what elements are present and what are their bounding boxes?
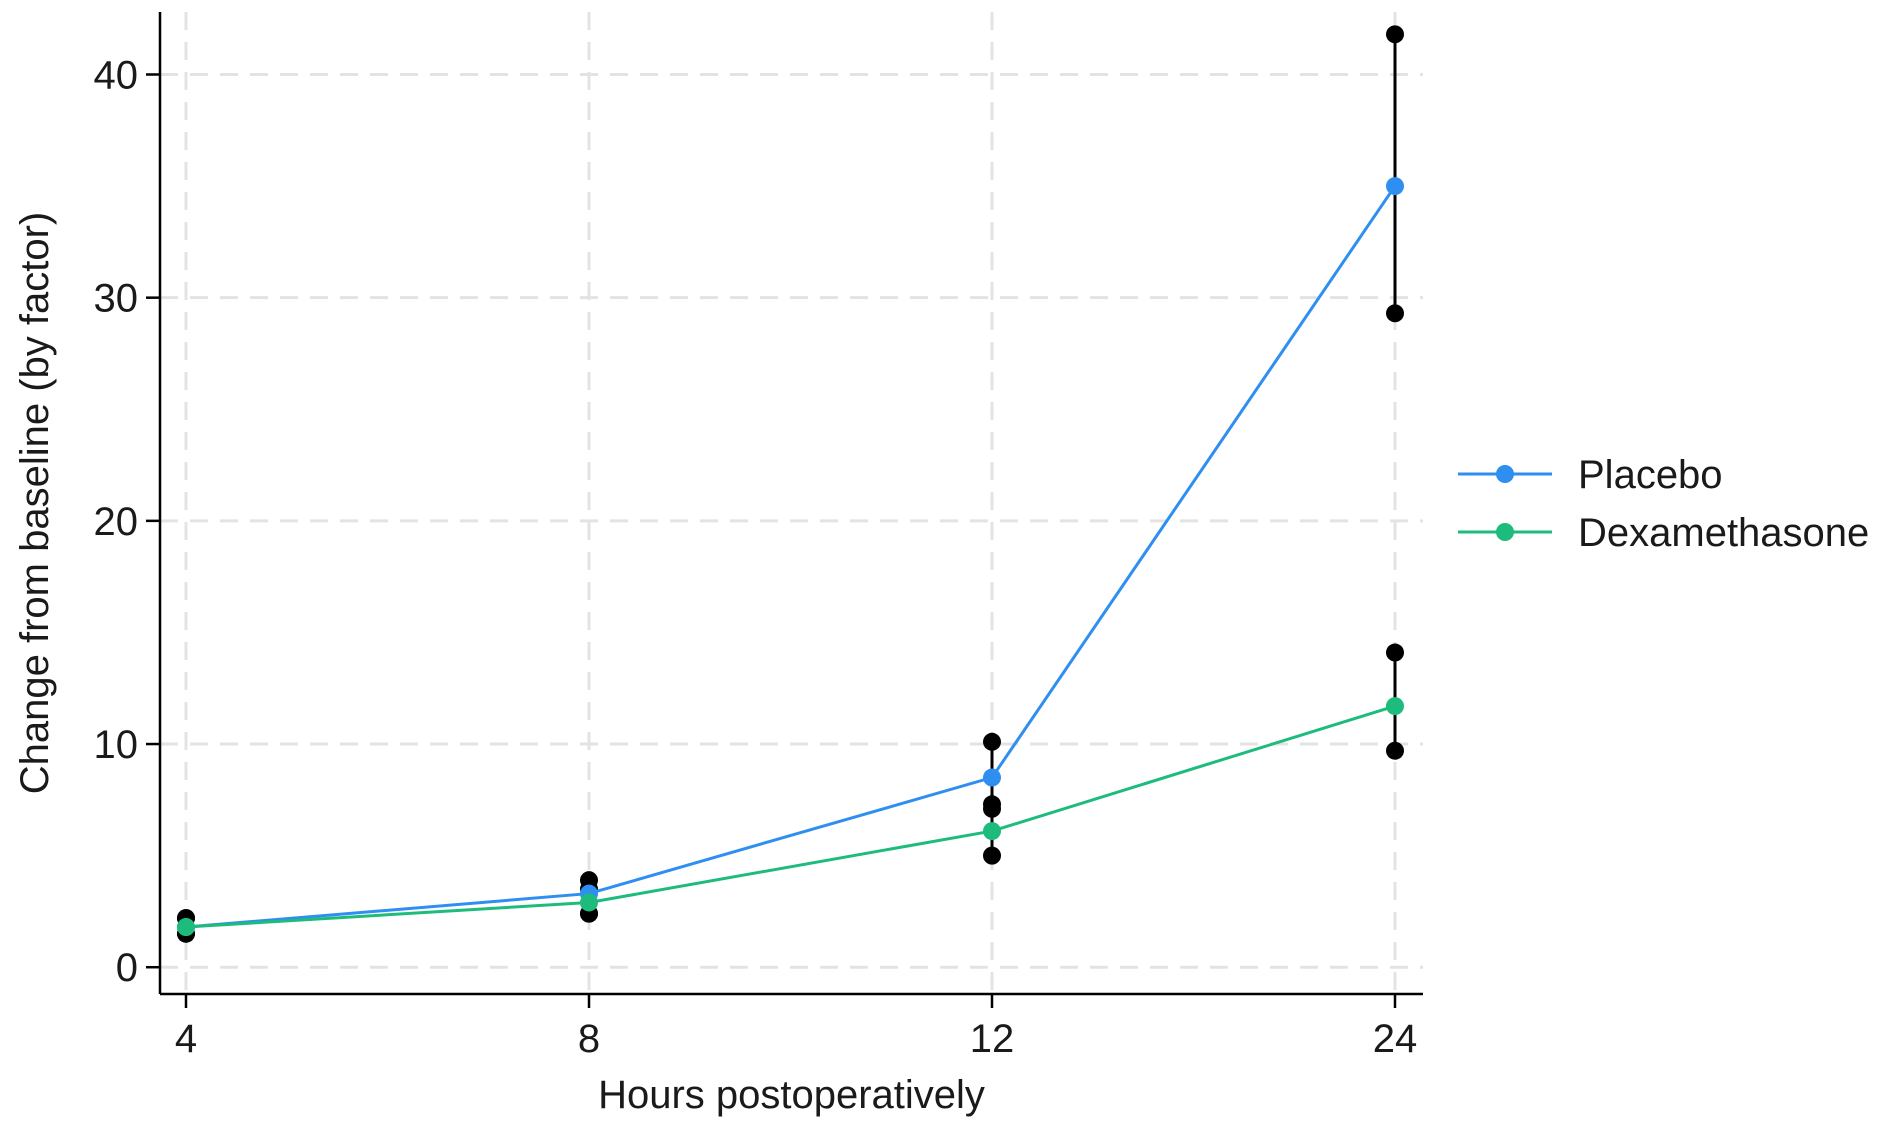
y-tick-label: 20 [94,500,139,544]
confidence-intervals [177,25,1404,943]
series [177,177,1404,937]
ci-upper-point [1386,643,1404,662]
legend-label: Placebo [1578,453,1723,497]
y-tick-label: 0 [116,946,138,990]
y-tick-label: 40 [94,53,139,97]
legend: Placebo Dexamethasone [1458,453,1869,555]
series-line-1 [185,704,1396,929]
tick-labels: 4 8 12 24 0 10 20 30 40 [94,53,1418,1061]
y-tick-label: 30 [94,277,139,321]
grid [160,12,1423,994]
series-point [983,822,1001,841]
legend-swatch-point [1496,465,1514,483]
ci-lower-point [1386,304,1404,323]
series-point [580,893,598,912]
axes [146,12,1423,1008]
series-line-0 [185,185,1397,929]
x-tick-label: 4 [175,1017,197,1061]
series-point [983,768,1001,787]
series-point [1386,177,1404,196]
series-point [1386,697,1404,716]
ci-upper-point [1386,25,1404,44]
ci-upper-point [983,795,1001,814]
ci-lower-point [1386,741,1404,760]
ci-lower-point [983,846,1001,865]
x-axis-title: Hours postoperatively [598,1073,985,1117]
series-point [177,918,195,937]
x-tick-label: 12 [970,1017,1015,1061]
x-tick-label: 8 [578,1017,600,1061]
x-tick-label: 24 [1373,1017,1418,1061]
legend-swatch-point [1496,523,1514,541]
ci-upper-point [983,732,1001,751]
y-tick-label: 10 [94,723,139,767]
legend-label: Dexamethasone [1578,511,1869,555]
y-axis-title: Change from baseline (by factor) [13,212,57,795]
